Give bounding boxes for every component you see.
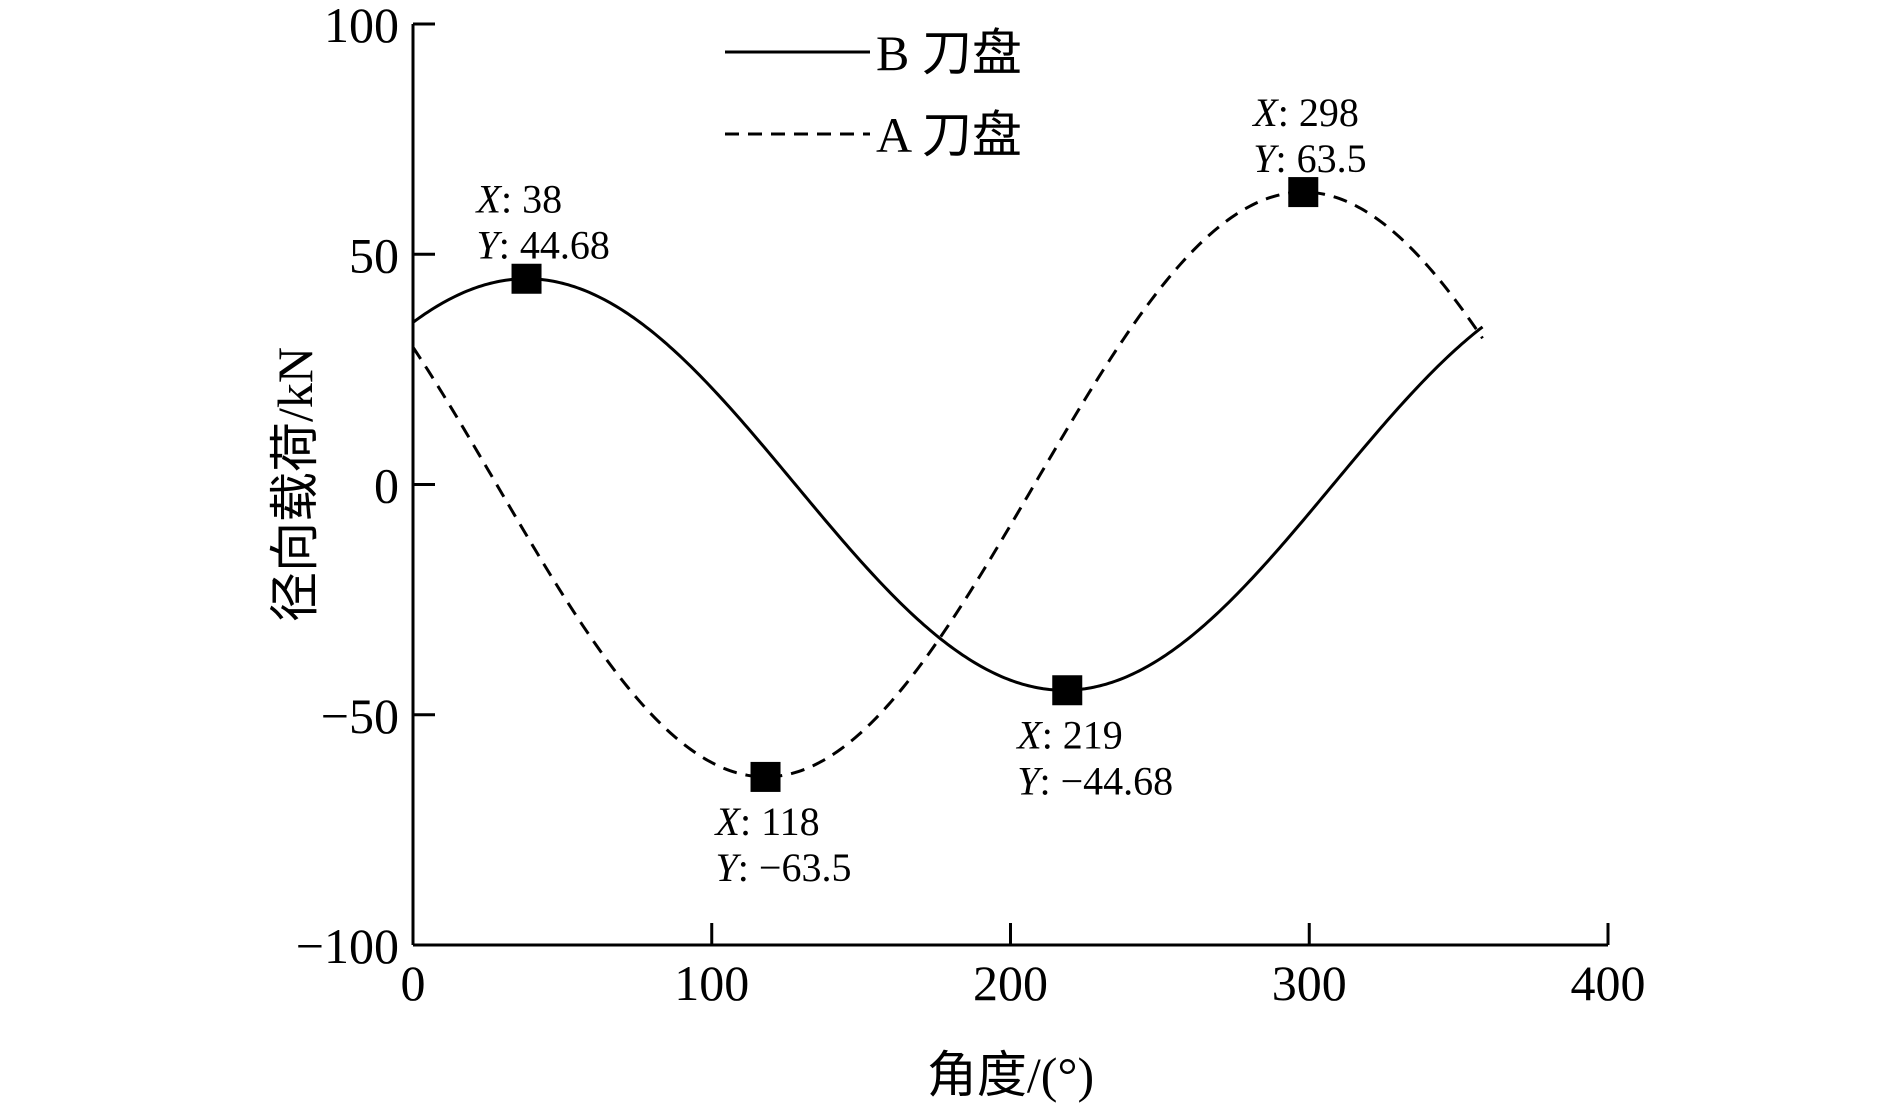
x-tick-label: 300 <box>1272 955 1347 1011</box>
annotation-y-value: : 63.5 <box>1276 136 1367 181</box>
annotation-y-key: Y <box>1017 758 1043 803</box>
y-tick-label: 100 <box>324 0 399 53</box>
annotation-y-key: Y <box>1253 136 1279 181</box>
legend: B 刀盘 A 刀盘 <box>725 25 1022 163</box>
legend-label-1: A 刀盘 <box>876 107 1022 163</box>
annotation-y: Y: 44.68 <box>477 223 610 268</box>
annotation-y-value: : −63.5 <box>738 845 852 890</box>
annotation-y-key: Y <box>716 845 742 890</box>
annotation-y-value: : 44.68 <box>499 223 610 268</box>
peak-marker <box>750 761 781 792</box>
annotation-x-value: : 298 <box>1278 90 1359 135</box>
annotation-y-key: Y <box>477 223 503 268</box>
annotation-y: Y: −63.5 <box>716 845 852 890</box>
x-tick-label: 100 <box>674 955 749 1011</box>
annotation-x-key: X <box>1015 712 1043 757</box>
peak-marker <box>1052 675 1083 706</box>
y-tick-label: −100 <box>296 918 399 974</box>
annotation-y-value: : −44.68 <box>1040 758 1174 803</box>
legend-label-0: B 刀盘 <box>876 25 1022 81</box>
annotation-x-value: : 219 <box>1042 712 1123 757</box>
y-tick-label: 0 <box>374 458 399 514</box>
annotation-x-key: X <box>714 799 742 844</box>
annotation-x-key: X <box>1251 90 1279 135</box>
x-axis-title: 角度/(°) <box>927 1047 1094 1103</box>
peak-markers <box>511 177 1319 792</box>
y-axis-title: 径向载荷/kN <box>267 347 323 622</box>
annotation-x-value: : 118 <box>740 799 820 844</box>
annotation-x: X: 38 <box>475 177 563 222</box>
peak-marker <box>511 263 542 294</box>
annotation-x-value: : 38 <box>501 177 562 222</box>
annotation-x: X: 219 <box>1015 712 1123 757</box>
annotation-x-key: X <box>475 177 503 222</box>
ticks: 0 100 200 300 400 −100 −50 0 50 100 <box>296 0 1646 1011</box>
annotation-y: Y: 63.5 <box>1253 136 1366 181</box>
annotation-y: Y: −44.68 <box>1017 758 1173 803</box>
series-lines <box>411 190 1484 779</box>
x-tick-label: 0 <box>401 955 426 1011</box>
annotation-x: X: 298 <box>1251 90 1359 135</box>
y-tick-label: 50 <box>349 227 399 283</box>
series-line-1 <box>411 190 1484 779</box>
x-tick-label: 200 <box>973 955 1048 1011</box>
annotation-x: X: 118 <box>714 799 820 844</box>
series-line-0 <box>412 277 1484 692</box>
peak-marker <box>1288 177 1319 208</box>
y-tick-label: −50 <box>321 688 399 744</box>
x-tick-label: 400 <box>1571 955 1646 1011</box>
